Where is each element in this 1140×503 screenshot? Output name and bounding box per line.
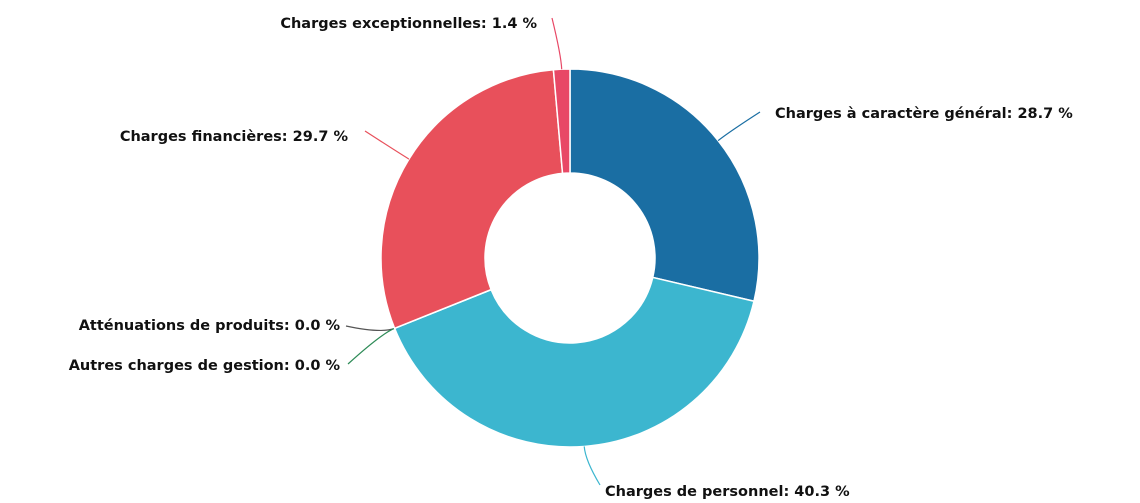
connector <box>364 130 410 160</box>
connector <box>345 325 395 332</box>
slice-label: Charges financières: 29.7 % <box>120 129 349 145</box>
slice-label: Charges exceptionnelles: 1.4 % <box>280 16 537 32</box>
connector <box>551 17 563 70</box>
slice-label: Charges de personnel: 40.3 % <box>605 484 850 500</box>
slice <box>393 276 755 448</box>
connector <box>583 446 601 486</box>
connector <box>347 327 395 365</box>
slice <box>569 68 760 303</box>
connector <box>717 111 761 142</box>
slice <box>380 68 564 330</box>
slice-label: Charges à caractère général: 28.7 % <box>775 106 1073 122</box>
slice <box>552 68 571 175</box>
slice-label: Atténuations de produits: 0.0 % <box>79 318 341 334</box>
slice-label: Autres charges de gestion: 0.0 % <box>69 358 341 374</box>
